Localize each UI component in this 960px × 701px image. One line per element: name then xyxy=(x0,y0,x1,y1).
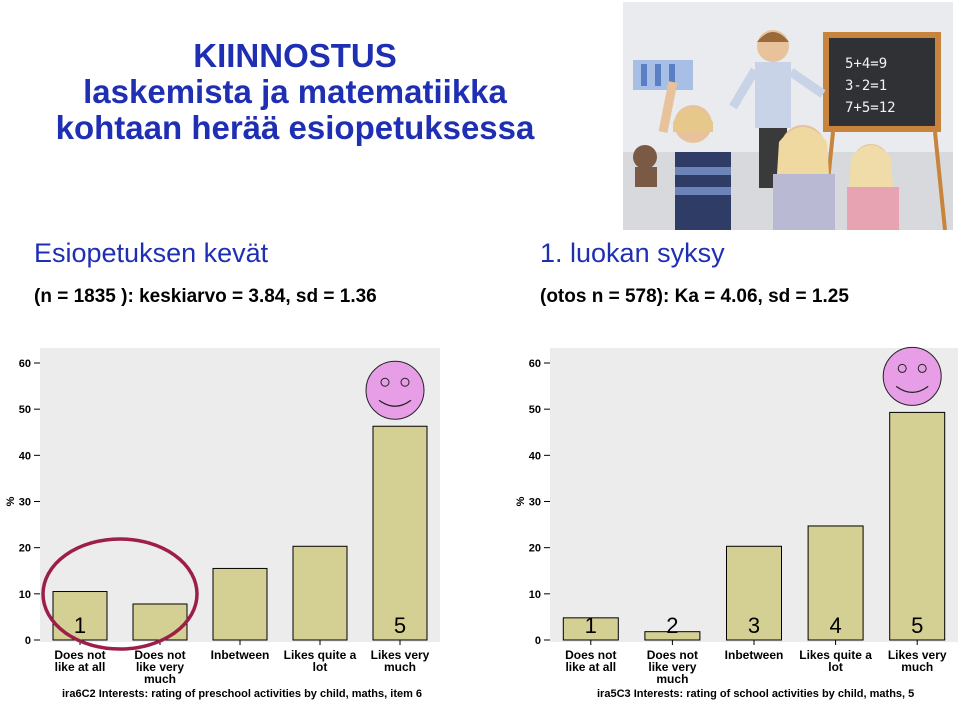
bar xyxy=(726,545,782,641)
bar-annotation: 2 xyxy=(666,613,678,638)
x-axis-label: ira5C3 Interests: rating of school activ… xyxy=(597,688,914,700)
classroom-photo: 5+4=9 3-2=1 7+5=12 xyxy=(623,2,953,230)
category-label: Likes quite a xyxy=(284,648,357,662)
y-tick-label: 30 xyxy=(529,497,541,509)
bar-annotation: 3 xyxy=(748,613,760,638)
y-tick-label: 50 xyxy=(529,404,541,416)
y-tick-label: 60 xyxy=(529,358,541,370)
x-axis-label: ira6C2 Interests: rating of preschool ac… xyxy=(62,688,422,700)
bar xyxy=(132,603,188,641)
category-label: Likes quite a xyxy=(799,648,872,662)
smiley-mouth xyxy=(895,385,929,393)
y-axis-label: % xyxy=(5,496,17,506)
category-label: Does not xyxy=(54,648,105,662)
title-line-2: laskemista ja matematiikka xyxy=(83,73,507,110)
smiley-mouth xyxy=(378,399,412,407)
category-label: like at all xyxy=(565,660,616,674)
y-tick-label: 10 xyxy=(19,589,31,601)
y-tick-label: 10 xyxy=(529,589,541,601)
bar-annotation: 5 xyxy=(394,613,406,638)
category-label: like very xyxy=(136,660,184,674)
category-label: Does not xyxy=(565,648,616,662)
left-stats: (n = 1835 ): keskiarvo = 3.84, sd = 1.36 xyxy=(34,286,377,307)
y-tick-label: 30 xyxy=(19,497,31,509)
smiley-face-icon xyxy=(365,360,425,420)
smiley-eye xyxy=(380,377,390,387)
y-tick-label: 40 xyxy=(529,450,541,462)
category-label: Likes very xyxy=(371,648,430,662)
smiley-face-icon xyxy=(882,346,942,406)
category-label: much xyxy=(144,672,176,686)
bar-annotation: 5 xyxy=(911,613,923,638)
smiley-eye xyxy=(897,363,907,373)
smiley-eye xyxy=(917,363,927,373)
category-label: much xyxy=(656,672,688,686)
bar-annotation: 1 xyxy=(585,613,597,638)
title-line-3: kohtaan herää esiopetuksessa xyxy=(55,109,535,146)
category-label: much xyxy=(384,660,416,674)
category-label: like at all xyxy=(55,660,106,674)
category-label: Likes very xyxy=(888,648,947,662)
bar-annotation: 4 xyxy=(829,613,841,638)
category-label: Inbetween xyxy=(725,648,784,662)
category-label: Does not xyxy=(134,648,185,662)
category-label: much xyxy=(901,660,933,674)
y-tick-label: 60 xyxy=(19,358,31,370)
smiley-face xyxy=(882,346,942,406)
smiley-eye xyxy=(400,377,410,387)
category-label: Inbetween xyxy=(211,648,270,662)
board-line-1: 5+4=9 xyxy=(845,56,887,72)
title-line-1: KIINNOSTUS xyxy=(193,37,397,74)
bar xyxy=(889,411,946,641)
category-label: like very xyxy=(648,660,696,674)
category-label: Does not xyxy=(647,648,698,662)
y-tick-label: 20 xyxy=(19,543,31,555)
y-tick-label: 0 xyxy=(535,635,541,647)
category-label: lot xyxy=(313,660,328,674)
y-axis-label: % xyxy=(515,496,527,506)
board-line-3: 7+5=12 xyxy=(845,100,896,116)
left-heading: Esiopetuksen kevät xyxy=(34,238,269,268)
bar xyxy=(212,567,268,641)
y-tick-label: 40 xyxy=(19,450,31,462)
highlight-circle xyxy=(41,537,199,651)
bar-annotation: 1 xyxy=(74,613,86,638)
smiley-face xyxy=(365,360,425,420)
y-tick-label: 20 xyxy=(529,543,541,555)
y-tick-label: 50 xyxy=(19,404,31,416)
right-heading: 1. luokan syksy xyxy=(540,238,725,268)
category-label: lot xyxy=(828,660,843,674)
slide-title: KIINNOSTUS laskemista ja matematiikka ko… xyxy=(0,38,590,146)
y-tick-label: 0 xyxy=(25,635,31,647)
bar xyxy=(807,525,864,641)
bar xyxy=(372,425,428,641)
right-stats: (otos n = 578): Ka = 4.06, sd = 1.25 xyxy=(540,286,849,307)
board-line-2: 3-2=1 xyxy=(845,78,887,94)
bar xyxy=(292,545,348,641)
